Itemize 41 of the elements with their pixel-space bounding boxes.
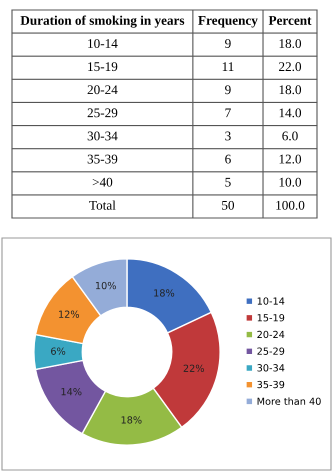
text: 15-19 <box>88 62 118 72</box>
legend-label: 10-14 <box>258 297 284 305</box>
text: 22.0 <box>279 62 302 72</box>
text: 9 <box>225 39 231 48</box>
text: 12.0 <box>280 154 302 164</box>
data-label: 6% <box>51 347 66 355</box>
text: 100.0 <box>276 200 304 210</box>
data-label: 12% <box>59 310 80 318</box>
data-label: 18% <box>122 416 142 424</box>
data-label: 22% <box>184 364 204 372</box>
legend-label: 15-19 <box>258 314 284 322</box>
text: 10.0 <box>280 178 302 187</box>
legend-label: 35-39 <box>257 380 284 388</box>
text: 18.0 <box>280 39 302 48</box>
text: Percent <box>268 16 312 25</box>
text: 30-34 <box>88 132 118 140</box>
text: 14.0 <box>280 108 302 118</box>
legend-label: 30-34 <box>257 364 284 372</box>
text: 11 <box>222 62 234 71</box>
legend-label: More than 40 <box>258 397 321 405</box>
text: 5 <box>225 178 231 187</box>
text: 3 <box>225 132 231 140</box>
text: Total <box>89 200 116 210</box>
text: Frequency <box>198 16 258 28</box>
text: 35-39 <box>88 154 118 164</box>
text: 18.0 <box>280 85 302 94</box>
text: 6.0 <box>282 132 298 140</box>
text: Duration of smoking in years <box>20 15 184 28</box>
text: 9 <box>225 85 231 94</box>
data-label: 18% <box>154 289 174 297</box>
text: >40 <box>92 178 112 187</box>
data-label: 10% <box>96 282 116 290</box>
text: 25-29 <box>88 108 118 118</box>
data-label: 14% <box>62 388 82 396</box>
text: 10-14 <box>88 39 118 48</box>
text: 6 <box>225 154 231 164</box>
text: 20-24 <box>88 85 118 94</box>
legend-label: 20-24 <box>257 330 284 338</box>
text: 7 <box>226 108 231 118</box>
text: 50 <box>222 200 234 210</box>
legend-label: 25-29 <box>257 347 284 355</box>
